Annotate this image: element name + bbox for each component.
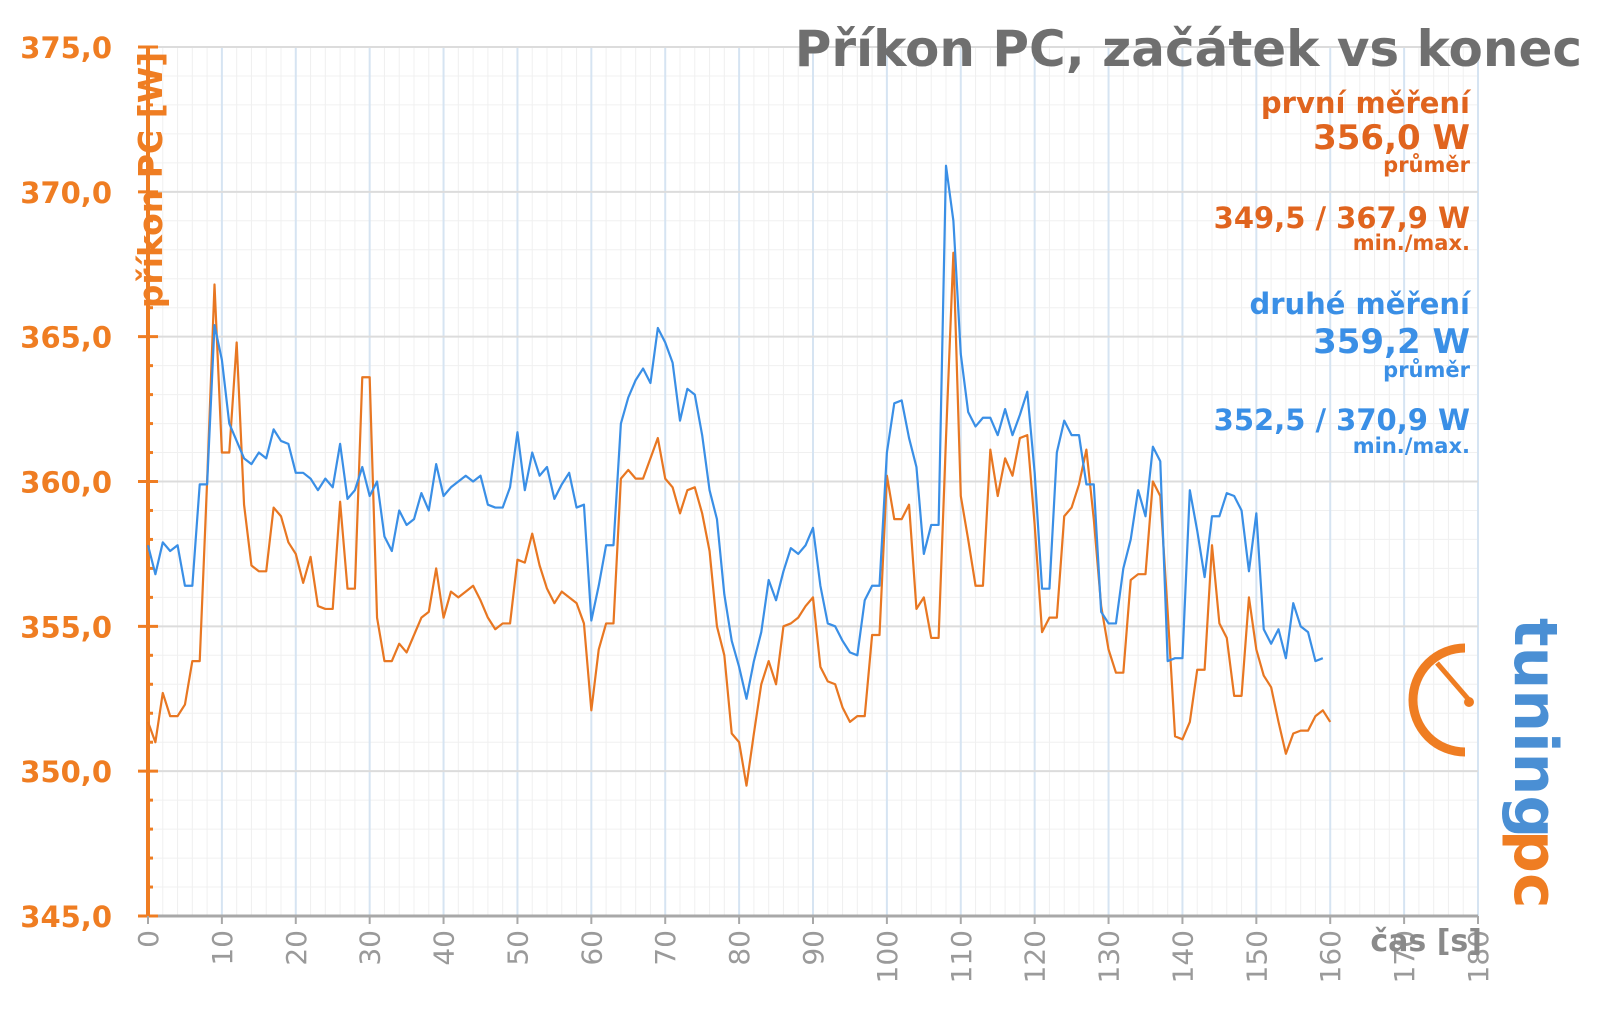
series-lines xyxy=(146,164,1332,787)
y-tick-labels: 345,0 350,0 355,0 360,0 365,0 370,0 375,0 xyxy=(20,31,112,934)
x-tick-label: 0 xyxy=(132,930,165,948)
x-tick-label: 20 xyxy=(280,930,313,966)
x-tick-label: 50 xyxy=(501,930,534,966)
logo-gauge-needle xyxy=(1435,661,1471,702)
y-tick-label: 355,0 xyxy=(20,610,112,644)
x-tick-label: 80 xyxy=(723,930,756,966)
y-tick-label: 375,0 xyxy=(20,31,112,65)
x-tick-label: 180 xyxy=(1462,930,1495,983)
axes xyxy=(138,45,1479,924)
legend-second-minmax-label: min./max. xyxy=(1353,434,1470,458)
y-tick-label: 360,0 xyxy=(20,466,112,500)
legend-second-avg-label: průměr xyxy=(1383,358,1470,382)
x-axis-label: čas [s] xyxy=(1370,924,1482,959)
legend-first-name: první měření xyxy=(1261,86,1472,120)
legend-second-name: druhé měření xyxy=(1249,287,1472,321)
logo-text-pc: pc xyxy=(1500,830,1570,909)
legend-first-minmax: 349,5 / 367,9 W xyxy=(1214,201,1470,235)
x-tick-label: 10 xyxy=(206,930,239,966)
y-tick-label: 350,0 xyxy=(20,755,112,789)
x-tick-labels: 0 10 20 30 40 50 60 70 80 90 100 110 120 130 140 150 160… xyxy=(132,930,1495,983)
legend-second-minmax: 352,5 / 370,9 W xyxy=(1214,403,1470,437)
x-tick-label: 130 xyxy=(1093,930,1126,983)
x-tick-label: 170 xyxy=(1388,930,1421,983)
series-line-second xyxy=(146,164,1324,700)
x-tick-label: 120 xyxy=(1019,930,1052,983)
pctuning-logo: tuning pc xyxy=(1408,618,1570,909)
x-tick-label: 90 xyxy=(797,930,830,966)
x-tick-label: 110 xyxy=(945,930,978,983)
legend-first-minmax-label: min./max. xyxy=(1353,231,1470,255)
legend-second-avg: 359,2 W xyxy=(1313,322,1470,362)
grid xyxy=(147,46,1479,917)
y-tick-label: 345,0 xyxy=(20,900,112,934)
x-tick-label: 60 xyxy=(575,930,608,966)
x-tick-label: 30 xyxy=(354,930,387,966)
x-tick-label: 70 xyxy=(649,930,682,966)
x-tick-label: 40 xyxy=(428,930,461,966)
series-line-first xyxy=(146,251,1332,787)
legend-first-avg-label: průměr xyxy=(1383,153,1470,177)
legend-first-avg: 356,0 W xyxy=(1313,118,1470,158)
x-tick-label: 150 xyxy=(1240,930,1273,983)
logo-text-tuning: tuning xyxy=(1500,618,1570,838)
logo-gauge-arc xyxy=(1408,643,1466,757)
y-tick-label: 370,0 xyxy=(20,176,112,210)
x-tick-label: 100 xyxy=(871,930,904,983)
x-tick-label: 160 xyxy=(1314,930,1347,983)
chart-title: Příkon PC, začátek vs konec xyxy=(795,20,1582,78)
y-axis-label: příkon PC [W] xyxy=(131,52,170,308)
y-tick-label: 365,0 xyxy=(20,321,112,355)
logo-gauge-hub xyxy=(1464,697,1474,707)
x-tick-label: 140 xyxy=(1166,930,1199,983)
